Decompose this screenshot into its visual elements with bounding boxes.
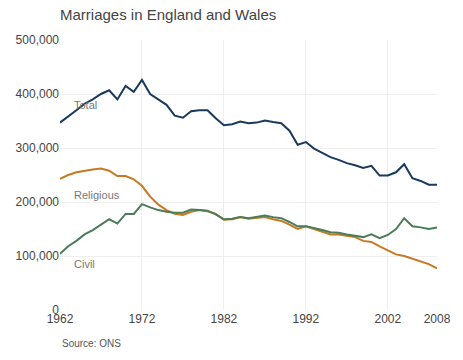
svg-text:Source: ONS: Source: ONS — [62, 338, 121, 349]
svg-text:Civil: Civil — [74, 258, 95, 270]
svg-text:500,000: 500,000 — [16, 33, 60, 47]
svg-text:400,000: 400,000 — [16, 87, 60, 101]
svg-text:1992: 1992 — [293, 312, 320, 326]
svg-text:200,000: 200,000 — [16, 195, 60, 209]
svg-text:1982: 1982 — [211, 312, 238, 326]
svg-text:0: 0 — [52, 303, 59, 317]
svg-text:1962: 1962 — [47, 312, 74, 326]
svg-text:Marriages in England and Wales: Marriages in England and Wales — [60, 6, 276, 23]
svg-text:300,000: 300,000 — [16, 141, 60, 155]
svg-text:1972: 1972 — [129, 312, 156, 326]
svg-text:2002: 2002 — [374, 312, 401, 326]
svg-text:2008: 2008 — [424, 312, 451, 326]
svg-text:100,000: 100,000 — [16, 249, 60, 263]
svg-text:Total: Total — [74, 99, 97, 111]
svg-text:Religious: Religious — [74, 189, 120, 201]
